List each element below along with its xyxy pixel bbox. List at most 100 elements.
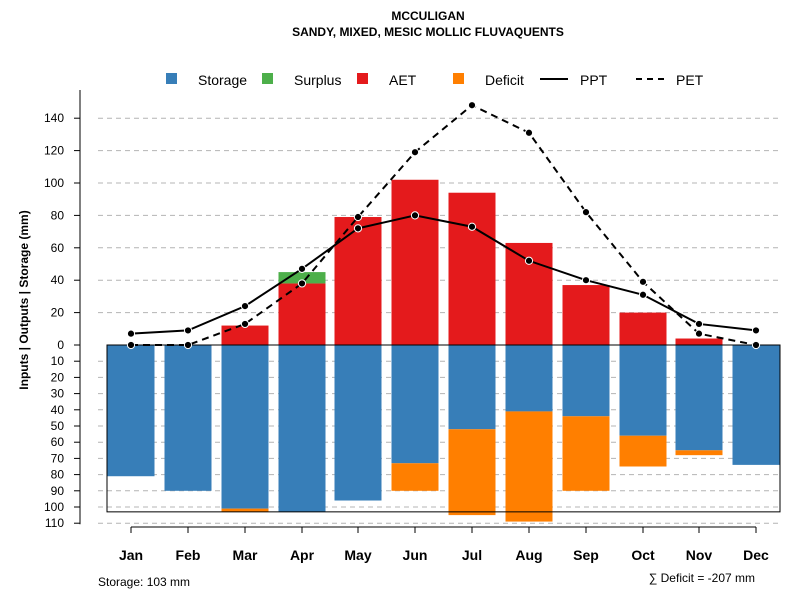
- bar-deficit-jul: [448, 429, 496, 516]
- x-tick-label-mar: Mar: [233, 547, 258, 563]
- point-ppt-oct: [638, 290, 648, 299]
- y-tick-label-lower-10: 10: [51, 354, 65, 368]
- point-pet-aug: [524, 128, 534, 137]
- bar-surplus-apr: [278, 272, 326, 284]
- legend-label-storage: Storage: [198, 72, 247, 88]
- bar-aet-jul: [448, 192, 496, 345]
- x-tick-label-feb: Feb: [176, 547, 201, 563]
- point-ppt-aug: [524, 256, 534, 265]
- y-tick-label-upper-80: 80: [51, 208, 65, 222]
- point-ppt-sep: [581, 276, 591, 285]
- point-pet-sep: [581, 208, 591, 217]
- point-pet-nov: [694, 329, 704, 338]
- bar-aet-nov: [675, 338, 723, 345]
- y-tick-label-upper-20: 20: [51, 306, 65, 320]
- bars: [107, 179, 780, 522]
- y-tick-label-lower-20: 20: [51, 370, 65, 384]
- y-tick-label-lower-100: 100: [44, 500, 64, 514]
- point-pet-jan: [126, 340, 136, 350]
- y-tick-label-lower-70: 70: [51, 451, 65, 465]
- legend-label-surplus: Surplus: [294, 72, 341, 88]
- bar-storage-mar: [221, 345, 269, 509]
- bar-deficit-sep: [562, 416, 610, 491]
- legend-label-aet: AET: [389, 72, 417, 88]
- bar-storage-nov: [675, 345, 723, 451]
- point-pet-may: [353, 212, 363, 222]
- bar-storage-feb: [164, 345, 212, 491]
- y-tick-label-upper-60: 60: [51, 241, 65, 255]
- line-pet: [131, 104, 757, 346]
- bar-deficit-aug: [505, 411, 553, 522]
- bar-storage-jul: [448, 345, 496, 430]
- y-tick-label-lower-90: 90: [51, 484, 65, 498]
- y-tick-label-upper-0: 0: [57, 338, 64, 352]
- legend-swatch-deficit: [453, 73, 464, 84]
- legend-label-deficit: Deficit: [485, 72, 524, 88]
- bar-deficit-mar: [221, 508, 269, 512]
- y-tick-label-lower-50: 50: [51, 419, 65, 433]
- bar-deficit-jun: [391, 463, 439, 491]
- x-tick-label-aug: Aug: [515, 547, 542, 563]
- y-tick-label-lower-40: 40: [51, 403, 65, 417]
- y-tick-label-upper-120: 120: [44, 144, 64, 158]
- bar-aet-oct: [619, 312, 667, 345]
- deficit-note: ∑ Deficit = -207 mm: [649, 571, 755, 585]
- bar-deficit-nov: [675, 450, 723, 456]
- y-tick-label-upper-140: 140: [44, 111, 64, 125]
- point-ppt-mar: [240, 302, 250, 311]
- point-ppt-apr: [297, 264, 307, 273]
- x-tick-label-apr: Apr: [290, 547, 315, 563]
- bar-storage-apr: [278, 345, 326, 512]
- storage-note: Storage: 103 mm: [98, 575, 190, 589]
- bar-deficit-oct: [619, 435, 667, 467]
- y-axis-label: Inputs | Outputs | Storage (mm): [17, 210, 31, 389]
- legend-label-pet: PET: [676, 72, 704, 88]
- legend: Storage Surplus AET Deficit PPT PET: [166, 72, 704, 88]
- point-pet-apr: [297, 279, 307, 288]
- line-ppt: [130, 214, 757, 335]
- bar-aet-jun: [391, 179, 439, 345]
- point-pet-mar: [240, 319, 250, 329]
- point-pet-jun: [410, 148, 420, 157]
- x-tick-label-dec: Dec: [743, 547, 769, 563]
- point-ppt-jan: [126, 329, 136, 338]
- point-ppt-jul: [467, 222, 477, 231]
- x-tick-label-jan: Jan: [119, 547, 143, 563]
- point-ppt-may: [353, 224, 363, 233]
- y-tick-label-lower-60: 60: [51, 435, 65, 449]
- chart-subtitle: SANDY, MIXED, MESIC MOLLIC FLUVAQUENTS: [292, 25, 564, 39]
- bar-storage-oct: [619, 345, 667, 436]
- bar-storage-dec: [732, 345, 780, 465]
- bar-storage-jan: [107, 345, 155, 477]
- axes: 0 20 40 60 80 100 120 140 10 20 30 40 50 60 70 80 90 100 1…: [44, 90, 781, 563]
- bar-aet-apr: [278, 283, 326, 345]
- legend-swatch-aet: [357, 73, 368, 84]
- y-tick-label-upper-40: 40: [51, 273, 65, 287]
- point-ppt-nov: [694, 319, 704, 329]
- legend-swatch-storage: [166, 73, 177, 84]
- bar-storage-may: [334, 345, 382, 501]
- bar-aet-may: [334, 217, 382, 345]
- point-pet-jul: [467, 101, 477, 110]
- point-ppt-dec: [751, 326, 761, 335]
- point-ppt-jun: [410, 211, 420, 220]
- y-tick-label-lower-30: 30: [51, 387, 65, 401]
- x-tick-label-nov: Nov: [686, 547, 713, 563]
- y-tick-label-upper-100: 100: [44, 176, 64, 190]
- point-pet-dec: [751, 340, 761, 350]
- x-tick-label-may: May: [344, 547, 371, 563]
- legend-label-ppt: PPT: [580, 72, 608, 88]
- point-ppt-feb: [183, 326, 193, 335]
- bar-aet-sep: [562, 285, 610, 345]
- x-tick-label-jun: Jun: [403, 547, 428, 563]
- x-tick-label-jul: Jul: [462, 547, 482, 563]
- legend-swatch-surplus: [262, 73, 273, 84]
- bar-storage-aug: [505, 345, 553, 412]
- y-tick-label-lower-110: 110: [45, 516, 64, 530]
- series-lines: [126, 101, 761, 350]
- bar-aet-mar: [221, 325, 269, 345]
- chart-title: MCCULIGAN: [391, 9, 464, 23]
- x-tick-label-sep: Sep: [573, 547, 599, 563]
